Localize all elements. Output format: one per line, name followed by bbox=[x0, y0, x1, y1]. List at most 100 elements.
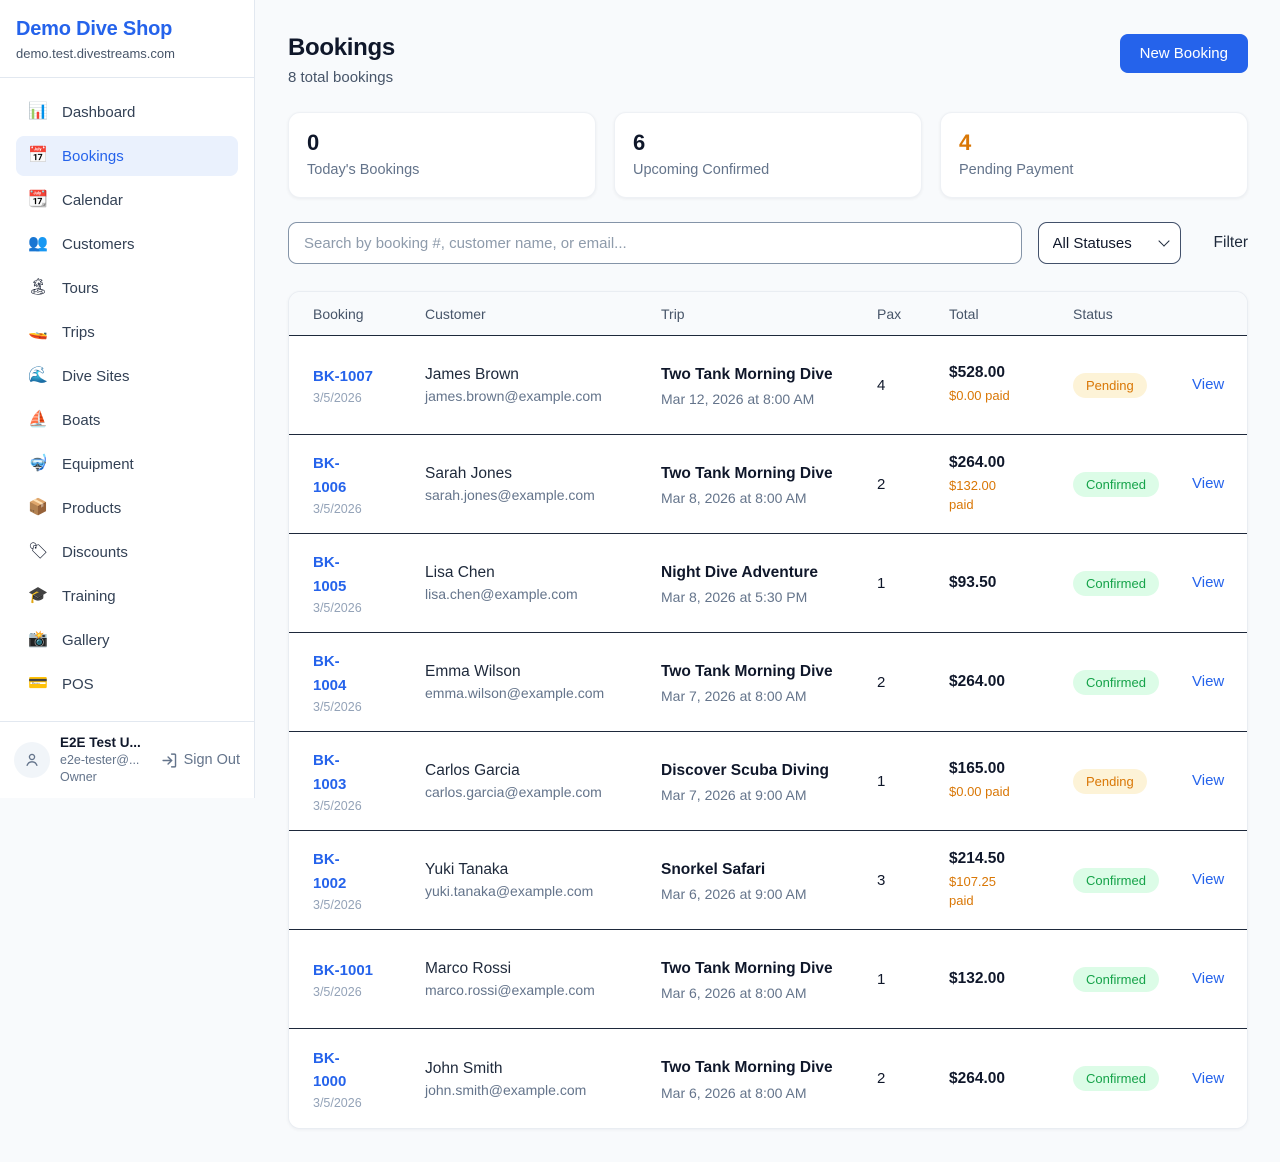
sidebar-item-training[interactable]: 🎓 Training bbox=[28, 587, 116, 605]
sidebar-item-discounts[interactable]: 🏷 Discounts bbox=[28, 543, 128, 561]
trip-datetime: Mar 7, 2026 at 8:00 AM bbox=[661, 688, 807, 704]
diving-mask-icon: 🤿 bbox=[28, 455, 48, 472]
view-link[interactable]: View bbox=[1192, 772, 1225, 789]
view-link[interactable]: View bbox=[1192, 871, 1225, 888]
status-badge: Confirmed bbox=[1073, 966, 1159, 992]
total-amount: $214.50 bbox=[949, 849, 1006, 867]
trip-cell: Two Tank Morning Dive Mar 6, 2026 at 8:0… bbox=[661, 957, 877, 1001]
view-link[interactable]: View bbox=[1192, 1069, 1225, 1087]
total-cell: $264.00 bbox=[949, 1070, 1073, 1088]
total-cell: $93.50 bbox=[949, 574, 1073, 592]
paid-amount: $107.25 paid bbox=[949, 873, 996, 909]
booking-id-link[interactable]: BK- 1003 bbox=[313, 752, 347, 793]
tag-icon: 🏷 bbox=[28, 543, 49, 560]
sidebar-item-dive-sites[interactable]: 🌊 Dive Sites bbox=[28, 367, 130, 385]
table-row: BK- 1003 3/5/2026 Carlos Garcia carlos.g… bbox=[289, 732, 1247, 831]
view-link[interactable]: View bbox=[1192, 475, 1225, 492]
sidebar-item-boats[interactable]: ⛵ Boats bbox=[28, 411, 101, 429]
view-link[interactable]: View bbox=[1192, 970, 1225, 987]
status-cell: Confirmed bbox=[1073, 669, 1192, 695]
sidebar-item-gallery[interactable]: 📸 Gallery bbox=[28, 631, 110, 649]
trip-cell: Two Tank Morning Dive Mar 8, 2026 at 8:0… bbox=[661, 462, 877, 506]
total-amount: $93.50 bbox=[949, 574, 997, 591]
view-link[interactable]: View bbox=[1192, 376, 1225, 393]
customer-cell: Yuki Tanaka yuki.tanaka@example.com bbox=[425, 861, 661, 899]
status-select-wrap: All Statuses bbox=[1037, 222, 1181, 264]
booking-id-link[interactable]: BK- 1000 bbox=[313, 1049, 347, 1090]
status-badge: Confirmed bbox=[1073, 570, 1159, 596]
table-row: BK-1001 3/5/2026 Marco Rossi marco.rossi… bbox=[289, 930, 1247, 1029]
column-header-pax: Pax bbox=[877, 305, 902, 322]
sidebar-item-tours[interactable]: 🏝 Tours bbox=[28, 279, 99, 297]
table-header-row: Booking Customer Trip Pax Total Status bbox=[289, 292, 1247, 336]
total-amount: $264.00 bbox=[949, 1069, 1006, 1087]
trip-name: Night Dive Adventure bbox=[661, 563, 819, 581]
total-cell: $264.00 $132.00 paid bbox=[949, 454, 1073, 515]
page-title: Bookings bbox=[288, 34, 395, 61]
booking-date: 3/5/2026 bbox=[313, 600, 362, 615]
total-cell: $528.00 $0.00 paid bbox=[949, 364, 1073, 406]
sailboat-icon: ⛵ bbox=[28, 411, 48, 428]
user-info: E2E Test U... e2e-tester@... Owner bbox=[60, 734, 141, 786]
bar-chart-icon: 📊 bbox=[28, 103, 48, 120]
sign-out-button[interactable]: Sign Out bbox=[161, 752, 240, 769]
sidebar-item-dashboard[interactable]: 📊 Dashboard bbox=[28, 103, 136, 121]
booking-id-link[interactable]: BK- 1006 bbox=[313, 455, 347, 496]
booking-id-link[interactable]: BK- 1005 bbox=[313, 554, 347, 595]
customer-email: james.brown@example.com bbox=[425, 388, 602, 404]
trip-datetime: Mar 7, 2026 at 9:00 AM bbox=[661, 787, 807, 803]
sidebar-nav: 📊 Dashboard 📅 Bookings 📆 Calendar 👥 Cust… bbox=[0, 78, 254, 704]
customer-email: carlos.garcia@example.com bbox=[425, 784, 602, 800]
sidebar-item-bookings[interactable]: 📅 Bookings bbox=[16, 136, 238, 176]
status-badge: Pending bbox=[1073, 372, 1147, 398]
stat-value: 4 bbox=[959, 130, 972, 155]
speedboat-icon: 🚤 bbox=[28, 323, 48, 340]
stat-value: 0 bbox=[307, 130, 320, 155]
customer-email: marco.rossi@example.com bbox=[425, 982, 595, 998]
customer-cell: Emma Wilson emma.wilson@example.com bbox=[425, 663, 661, 701]
total-cell: $264.00 bbox=[949, 673, 1073, 691]
booking-id-link[interactable]: BK- 1004 bbox=[313, 653, 347, 694]
customer-name: Sarah Jones bbox=[425, 465, 513, 482]
total-amount: $132.00 bbox=[949, 970, 1006, 987]
stat-label: Upcoming Confirmed bbox=[633, 162, 770, 178]
view-link[interactable]: View bbox=[1192, 574, 1225, 591]
sidebar-item-pos[interactable]: 💳 POS bbox=[28, 675, 94, 693]
booking-id-link[interactable]: BK-1007 bbox=[313, 367, 374, 385]
trip-name: Discover Scuba Diving bbox=[661, 761, 829, 779]
status-badge: Confirmed bbox=[1073, 471, 1159, 497]
trip-datetime: Mar 6, 2026 at 8:00 AM bbox=[661, 1084, 807, 1101]
booking-date: 3/5/2026 bbox=[313, 985, 362, 1000]
view-link[interactable]: View bbox=[1192, 673, 1225, 690]
sidebar-item-customers[interactable]: 👥 Customers bbox=[28, 235, 135, 253]
booking-id-link[interactable]: BK-1001 bbox=[313, 961, 374, 979]
booking-id-link[interactable]: BK- 1002 bbox=[313, 851, 347, 892]
island-icon: 🏝 bbox=[28, 279, 49, 296]
column-header-customer: Customer bbox=[425, 305, 486, 322]
trip-name: Two Tank Morning Dive bbox=[661, 959, 833, 977]
status-select[interactable]: All Statuses bbox=[1037, 222, 1181, 264]
stats-cards: 0 Today's Bookings 6 Upcoming Confirmed … bbox=[288, 112, 1248, 198]
search-input[interactable] bbox=[288, 222, 1022, 264]
stat-label: Pending Payment bbox=[959, 162, 1074, 178]
new-booking-button[interactable]: New Booking bbox=[1119, 34, 1248, 73]
actions-cell: View bbox=[1192, 376, 1224, 394]
customer-email: yuki.tanaka@example.com bbox=[425, 883, 594, 899]
sidebar-item-equipment[interactable]: 🤿 Equipment bbox=[28, 455, 134, 473]
customer-name: Emma Wilson bbox=[425, 663, 521, 680]
user-role: Owner bbox=[60, 770, 97, 785]
filter-button[interactable]: Filter bbox=[1213, 234, 1248, 251]
customer-name: Yuki Tanaka bbox=[425, 861, 509, 878]
customer-cell: Carlos Garcia carlos.garcia@example.com bbox=[425, 762, 661, 800]
trip-cell: Night Dive Adventure Mar 8, 2026 at 5:30… bbox=[661, 561, 877, 605]
sidebar-item-calendar[interactable]: 📆 Calendar bbox=[28, 191, 123, 209]
pax-cell: 2 bbox=[877, 475, 886, 493]
total-amount: $165.00 bbox=[949, 760, 1006, 778]
sidebar-item-products[interactable]: 📦 Products bbox=[28, 499, 122, 517]
customer-cell: Lisa Chen lisa.chen@example.com bbox=[425, 564, 661, 602]
sidebar-item-trips[interactable]: 🚤 Trips bbox=[28, 323, 95, 341]
trip-name: Two Tank Morning Dive bbox=[661, 365, 833, 383]
customer-cell: Sarah Jones sarah.jones@example.com bbox=[425, 465, 661, 503]
brand-block: Demo Dive Shop demo.test.divestreams.com bbox=[0, 0, 254, 78]
table-row: BK- 1004 3/5/2026 Emma Wilson emma.wilso… bbox=[289, 633, 1247, 732]
